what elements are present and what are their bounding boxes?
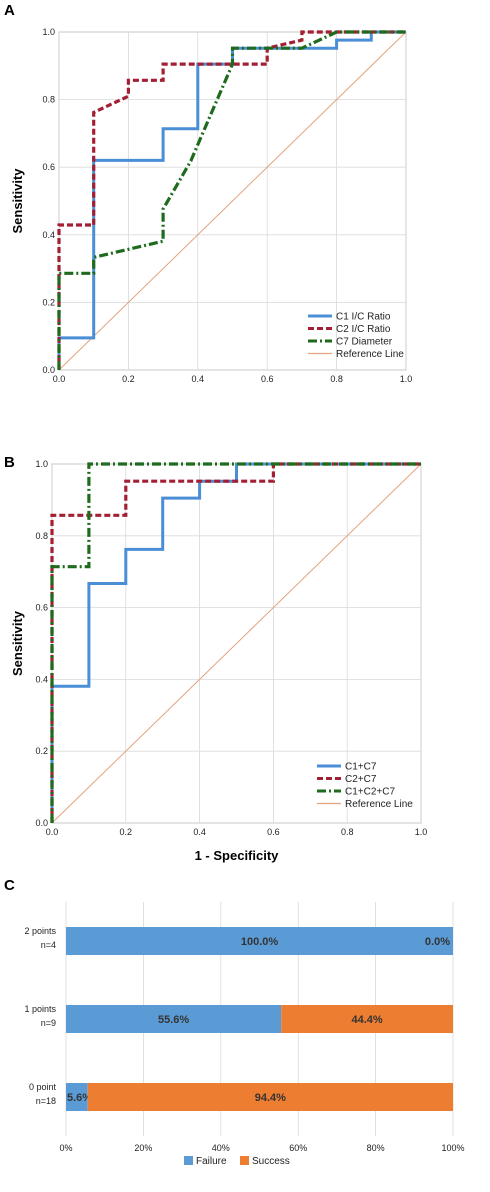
- data-label: 100.0%: [241, 936, 279, 948]
- panel-letter: C: [4, 877, 15, 894]
- x-tick-label: 40%: [212, 1143, 230, 1153]
- data-label: 0.0%: [425, 936, 450, 948]
- y-tick-label: 0.4: [42, 230, 55, 240]
- legend-swatch: [240, 1156, 249, 1165]
- roc-panel-a: A0.00.20.40.60.81.00.00.20.40.60.81.01 -…: [0, 0, 490, 392]
- y-tick-label: 0.0: [35, 818, 48, 828]
- x-tick-label: 60%: [289, 1143, 307, 1153]
- x-tick-label: 0%: [59, 1143, 72, 1153]
- y-axis-title: Sensitivity: [10, 168, 25, 234]
- legend-label: C1+C2+C7: [345, 787, 395, 798]
- bar-success: [281, 1005, 453, 1033]
- legend-label: Failure: [196, 1156, 227, 1167]
- legend-label: Success: [252, 1156, 290, 1167]
- series-line-c2-c7: [50, 462, 421, 823]
- x-tick-label: 1.0: [415, 827, 428, 837]
- legend-label: Reference Line: [336, 349, 404, 360]
- x-tick-label: 0.0: [53, 374, 66, 384]
- roc-chart-a: A0.00.20.40.60.81.00.00.20.40.60.81.01 -…: [4, 2, 413, 384]
- category-label: 2 points: [24, 926, 56, 936]
- series-line-c7-diameter: [57, 30, 406, 370]
- data-label: 55.6%: [158, 1014, 189, 1026]
- series-line-c2-i-c-ratio: [57, 30, 406, 370]
- series-line-c1-c2-c7: [50, 462, 421, 823]
- y-tick-label: 1.0: [35, 459, 48, 469]
- data-label: 44.4%: [351, 1014, 382, 1026]
- legend-label: C7 Diameter: [336, 337, 393, 348]
- y-axis-title: Sensitivity: [10, 610, 25, 676]
- x-tick-label: 0.6: [261, 374, 274, 384]
- category-label: n=18: [36, 1096, 56, 1106]
- y-tick-label: 0.8: [42, 95, 55, 105]
- x-tick-label: 0.0: [46, 827, 59, 837]
- y-tick-label: 0.4: [35, 674, 48, 684]
- x-tick-label: 1.0: [400, 374, 413, 384]
- y-tick-label: 0.2: [35, 746, 48, 756]
- category-label: n=9: [41, 1018, 56, 1028]
- data-label: 5.6%: [67, 1092, 92, 1104]
- x-tick-label: 0.4: [192, 374, 205, 384]
- bar-failure: [66, 1083, 88, 1111]
- legend-label: C1 I/C Ratio: [336, 312, 391, 323]
- bar-success: [87, 1083, 453, 1111]
- legend-swatch: [184, 1156, 193, 1165]
- y-tick-label: 0.2: [42, 297, 55, 307]
- y-tick-label: 0.6: [42, 162, 55, 172]
- legend-label: C1+C7: [345, 762, 377, 773]
- roc-panel-b: B 0.0 0.2 0.4 0.6 0.8 1.0 0.0 0.2 0.4 0.6 0.8 1.0 1 -…: [0, 452, 490, 872]
- legend-label: C2+C7: [345, 774, 377, 785]
- x-tick-label: 0.6: [267, 827, 280, 837]
- x-tick-label: 0.2: [122, 374, 135, 384]
- y-tick-label: 0.0: [42, 365, 55, 375]
- legend: Failure Success: [184, 1156, 290, 1167]
- bar-failure: [66, 927, 453, 955]
- series-line-reference-line: [51, 463, 422, 824]
- x-tick-label: 0.8: [341, 827, 354, 837]
- data-label: 94.4%: [255, 1092, 286, 1104]
- category-label: n=4: [41, 940, 56, 950]
- y-tick-label: 0.6: [35, 603, 48, 613]
- x-tick-label: 0.4: [193, 827, 206, 837]
- roc-chart-b: B 0.0 0.2 0.4 0.6 0.8 1.0 0.0 0.2 0.4 0.6 0.8 1.0 1 -…: [4, 454, 428, 863]
- x-tick-label: 0.2: [120, 827, 133, 837]
- panel-letter: A: [4, 2, 15, 19]
- x-tick-label: 80%: [367, 1143, 385, 1153]
- stacked-bar-chart-c: C 0% 20% 40% 60% 80% 100% 2 points n=4 100.0% 0.0%…: [4, 877, 465, 1167]
- x-tick-label: 100%: [441, 1143, 464, 1153]
- y-tick-label: 1.0: [42, 27, 55, 37]
- x-axis-title: 1 - Specificity: [195, 848, 280, 863]
- y-tick-label: 0.8: [35, 531, 48, 541]
- legend-label: Reference Line: [345, 799, 413, 810]
- stacked-bar-panel-c: C 0% 20% 40% 60% 80% 100% 2 points n=4 100.0% 0.0%…: [0, 872, 490, 1192]
- series-line-reference-line: [58, 31, 407, 371]
- x-tick-label: 0.8: [330, 374, 343, 384]
- x-tick-label: 20%: [134, 1143, 152, 1153]
- category-label: 0 point: [29, 1082, 57, 1092]
- category-label: 1 points: [24, 1004, 56, 1014]
- panel-letter: B: [4, 454, 15, 471]
- legend-label: C2 I/C Ratio: [336, 324, 391, 335]
- bar-failure: [66, 1005, 282, 1033]
